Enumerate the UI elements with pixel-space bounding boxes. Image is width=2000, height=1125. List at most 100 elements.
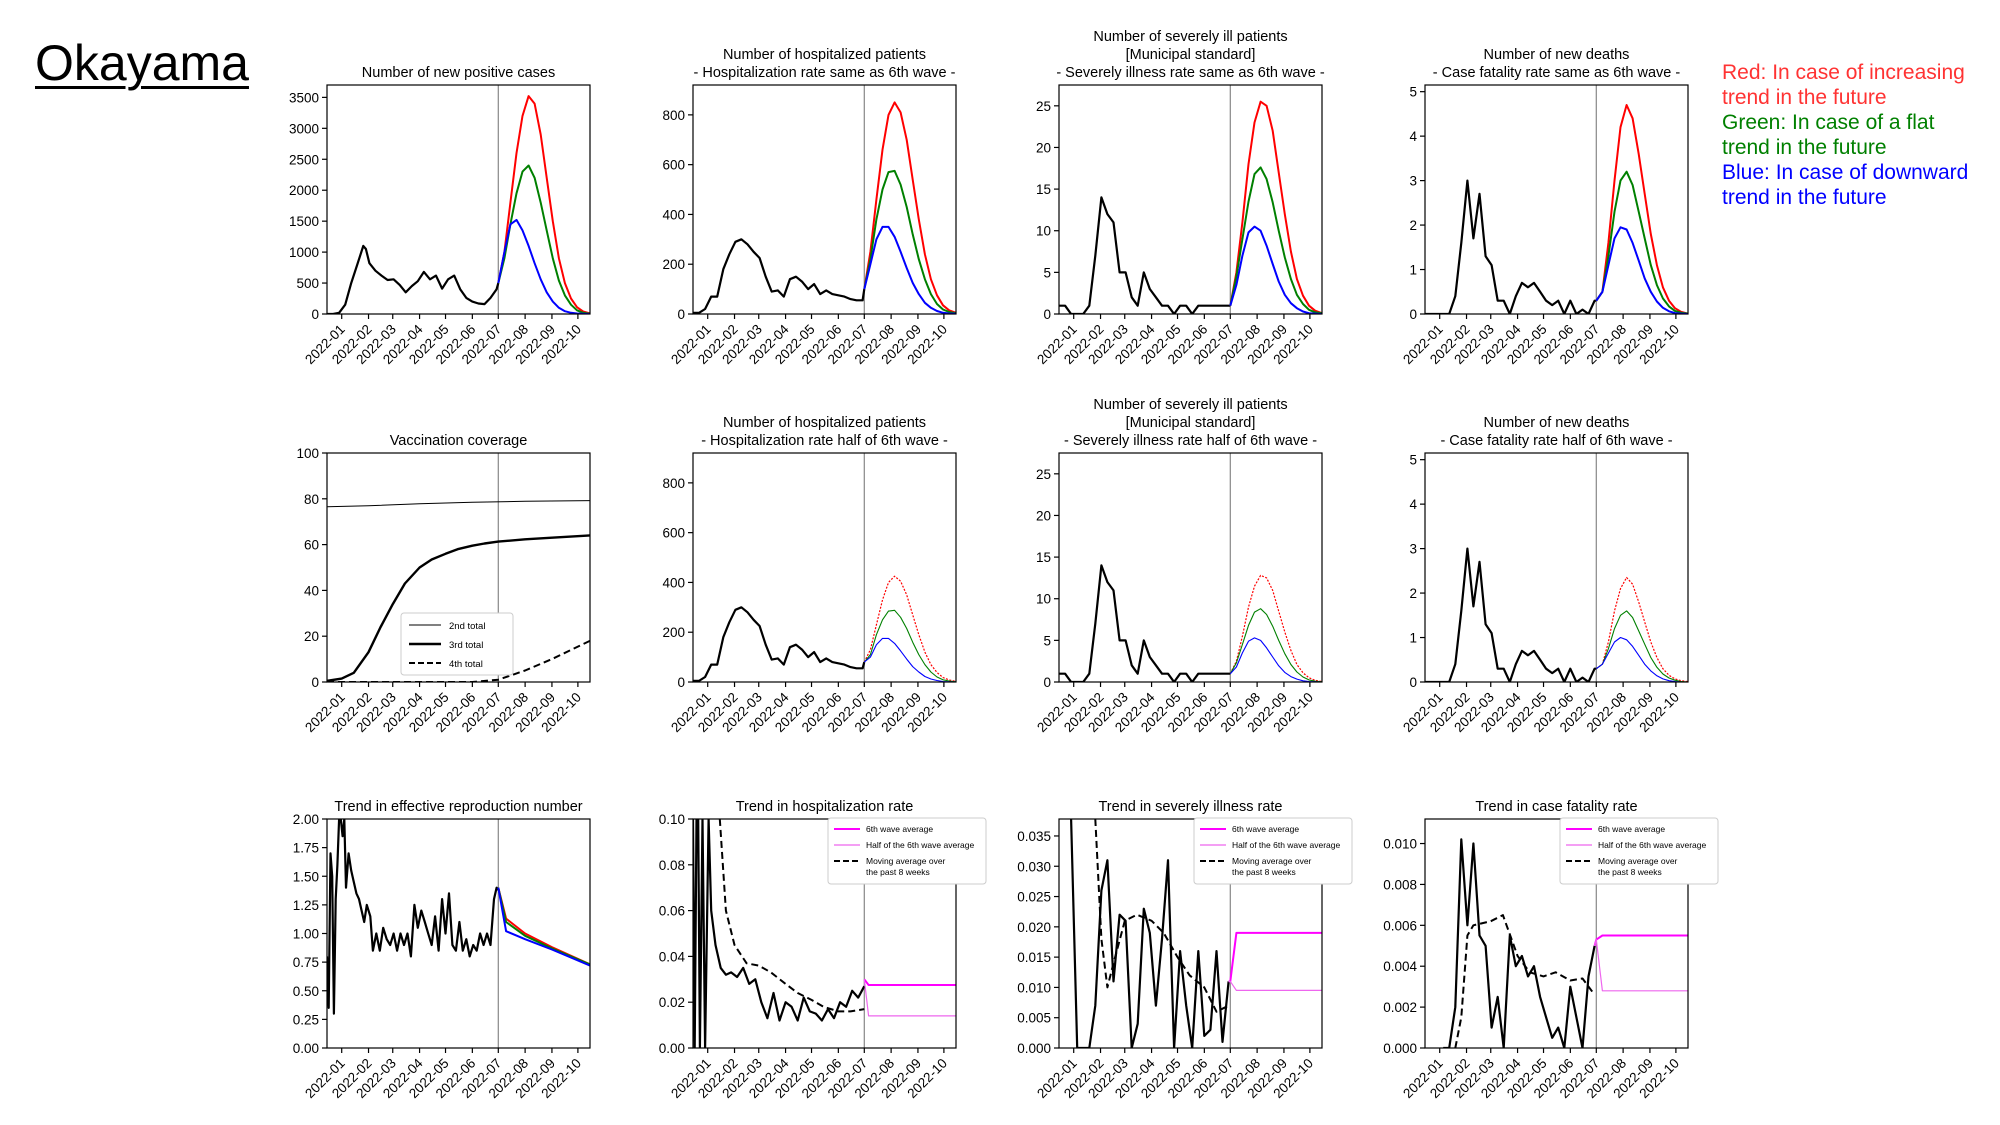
y-tick-label: 1.75 [293,841,319,856]
y-tick-label: 5 [1409,453,1417,468]
chart-title: Number of new deaths [1484,47,1630,63]
y-tick-label: 0.002 [1383,1000,1417,1015]
y-tick-label: 2 [1409,586,1417,601]
chart-subtitle: - Severely illness rate same as 6th wave… [1056,65,1325,81]
chart-title: Number of hospitalized patients [723,415,926,431]
plot-frame [692,452,957,683]
legend-label: 4th total [449,659,483,670]
y-tick-label: 0 [1409,675,1417,690]
legend-label: Moving average over [1232,856,1312,866]
plot-frame [1424,452,1689,683]
chart-deaths-same: Number of new deaths - Case fatality rate… [1400,47,1689,367]
chart-deaths-half: Number of new deaths - Case fatality rate… [1400,415,1689,735]
y-tick-label: 400 [662,575,685,590]
y-tick-label: 5 [1043,265,1051,280]
y-tick-label: 0.000 [1383,1041,1417,1056]
series-line-black-dashed [327,639,590,682]
series-line-green [497,887,590,966]
chart-title: Trend in hospitalization rate [736,799,914,815]
y-tick-label: 3000 [289,121,319,136]
series-line-black [1443,838,1596,1048]
y-tick-label: 1500 [289,214,319,229]
y-tick-label: 2.00 [293,812,319,827]
series-line-red [497,95,590,314]
series-line-green [1229,166,1322,314]
y-tick-label: 25 [1036,99,1051,114]
legend-label: 6th wave average [866,824,933,834]
chart-subtitle: [Municipal standard] [1126,415,1256,431]
y-tick-label: 2500 [289,152,319,167]
series-line-violet [1594,938,1688,992]
y-tick-label: 4 [1409,497,1417,512]
chart-severe-half: Number of severely ill patients [Municipa… [1034,397,1323,735]
scenario-color-note: Red: In case of increasing trend in the … [1722,60,1982,210]
y-tick-label: 0.25 [293,1012,319,1027]
note-blue: Blue: In case of downward trend in the f… [1722,161,1969,209]
series-line-magenta [1228,931,1322,983]
y-tick-label: 3 [1409,174,1417,189]
chart-hosp-half: Number of hospitalized patients - Hospita… [662,415,957,735]
y-tick-label: 0 [677,307,685,322]
y-tick-label: 20 [1036,140,1051,155]
chart-legend: 6th wave average Half of the 6th wave ave… [1193,817,1353,885]
plot-frame [692,84,957,315]
series-line-red-dotted [863,575,956,682]
y-tick-label: 0 [1043,307,1051,322]
chart-fatal-rate: Trend in case fatality rate 0.000 0.002 0.0… [1383,799,1719,1101]
y-tick-label: 0 [311,675,319,690]
y-tick-label: 0.04 [659,949,686,964]
series-line-black-thick [327,534,590,682]
series-line-blue [497,887,590,967]
series-line-blue-thin [863,637,956,682]
y-tick-label: 2000 [289,183,319,198]
y-tick-label: 0.00 [659,1041,685,1056]
series-line-black [327,244,500,314]
y-tick-label: 15 [1036,182,1051,197]
chart-title: Number of new deaths [1484,415,1630,431]
series-line-magenta [863,978,956,986]
y-tick-label: 100 [296,446,319,461]
series-line-black [1059,196,1231,314]
series-line-blue [1229,225,1322,314]
y-tick-label: 0.00 [293,1041,319,1056]
y-tick-label: 0.010 [1383,837,1417,852]
y-tick-label: 0.030 [1017,859,1051,874]
y-tick-label: 40 [304,583,319,598]
legend-label: 6th wave average [1232,824,1299,834]
y-tick-label: 5 [1043,633,1051,648]
chart-title: Number of severely ill patients [1093,29,1287,45]
y-tick-label: 0.10 [659,812,685,827]
y-tick-label: 0.75 [293,955,319,970]
chart-subtitle: - Severely illness rate half of 6th wave… [1064,433,1317,449]
legend-label: the past 8 weeks [1598,867,1662,877]
legend-label: 2nd total [449,621,485,632]
y-tick-label: 600 [662,526,685,541]
y-tick-label: 200 [662,257,685,272]
series-line-black [693,238,866,314]
y-tick-label: 2 [1409,218,1417,233]
plot-frame [1058,818,1323,1049]
y-tick-label: 0 [311,307,319,322]
plot-frame [1424,818,1689,1049]
y-tick-label: 15 [1036,550,1051,565]
chart-severe-rate: Trend in severely illness rate 0.000 0.005… [1017,799,1353,1101]
y-tick-label: 0.50 [293,984,319,999]
series-line-violet [863,979,956,1017]
y-tick-label: 0.025 [1017,890,1051,905]
y-tick-label: 1.50 [293,869,319,884]
y-tick-label: 3500 [289,90,319,105]
chart-subtitle: - Hospitalization rate same as 6th wave … [694,65,956,81]
chart-subtitle: - Case fatality rate same as 6th wave - [1433,65,1681,81]
y-tick-label: 1 [1409,263,1417,278]
chart-title: Number of severely ill patients [1093,397,1287,413]
y-tick-label: 600 [662,158,685,173]
y-tick-label: 1.25 [293,898,319,913]
series-line-black [693,606,866,682]
series-line-blue [1595,226,1688,314]
plot-frame [326,452,591,683]
legend-label: 3rd total [449,640,483,651]
series-line-black [327,819,500,1015]
chart-severe-same: Number of severely ill patients [Municipa… [1034,29,1325,367]
series-line-magenta [1593,934,1688,947]
